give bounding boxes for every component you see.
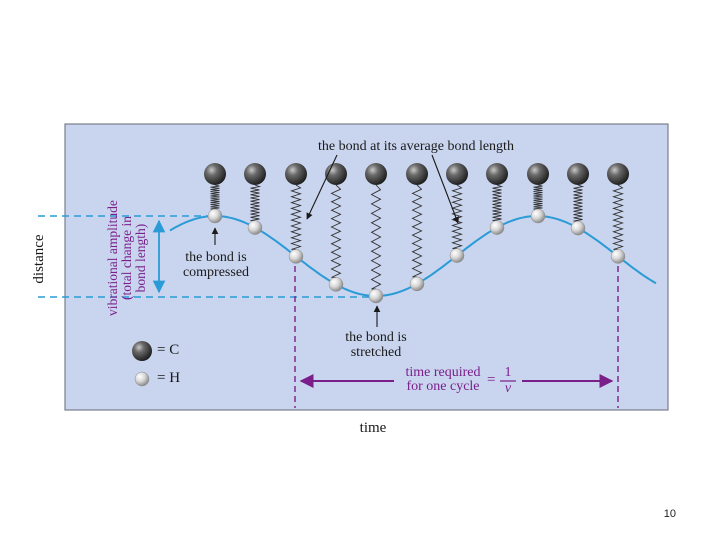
amplitude-label-line3: bond length) [133, 223, 148, 293]
x-axis-label: time [359, 420, 387, 436]
bond-spring [290, 184, 302, 250]
bond-spring [492, 184, 504, 222]
amplitude-label-line1: vibrational amplitude [105, 200, 120, 316]
hydrogen-atom [610, 249, 626, 264]
hydrogen-atom [449, 248, 465, 263]
hydrogen-atom [328, 277, 344, 292]
hydrogen-atom [247, 220, 263, 235]
bond-spring [411, 184, 423, 278]
cycle-label-line1: time required [405, 365, 481, 380]
bond-spring [612, 184, 624, 250]
hydrogen-atom [570, 220, 586, 236]
carbon-atom [486, 163, 508, 185]
hydrogen-atom [530, 208, 546, 224]
carbon-atom [607, 163, 629, 185]
cycle-equals: = [487, 372, 496, 388]
stretched-label: the bond is stretched [334, 330, 418, 360]
compressed-label-line1: the bond is [185, 250, 247, 265]
stretched-label-line2: stretched [350, 345, 402, 360]
cycle-numerator: 1 [504, 365, 512, 380]
bond-spring [330, 184, 342, 278]
legend-carbon-text: = C [157, 342, 180, 358]
carbon-atom [527, 163, 549, 185]
hydrogen-atom [489, 220, 505, 235]
bond-spring [573, 184, 585, 222]
y-axis-label: distance [31, 234, 47, 284]
page-number: 10 [663, 508, 676, 520]
legend-hydrogen-text: = H [157, 370, 181, 386]
cycle-label-line2: for one cycle [406, 379, 480, 394]
carbon-atom [204, 163, 226, 185]
hydrogen-atom [288, 249, 304, 264]
carbon-atom [446, 163, 468, 185]
legend-carbon-atom [132, 341, 152, 361]
carbon-atom [406, 163, 428, 185]
carbon-atom [244, 163, 266, 185]
average-pointer-right [431, 154, 459, 224]
cycle-denominator: ν [504, 381, 512, 396]
average-pointer-left [306, 154, 338, 220]
legend-hydrogen-atom [134, 371, 150, 387]
bond-spring [250, 184, 262, 222]
bond-spring [370, 184, 382, 290]
stretched-label-line1: the bond is [345, 330, 407, 345]
carbon-atom [285, 163, 307, 185]
hydrogen-atom [409, 276, 425, 292]
bond-spring [210, 184, 220, 210]
average-bond-label: the bond at its average bond length [318, 139, 514, 154]
molecules [204, 163, 629, 304]
amplitude-label-line2: (total change in [119, 216, 134, 300]
carbon-atom [567, 163, 589, 185]
hydrogen-atom [368, 288, 384, 304]
cycle-label: time required for one cycle [398, 366, 488, 394]
bond-spring [533, 184, 543, 210]
carbon-atom [365, 163, 387, 185]
compressed-label-line2: compressed [182, 265, 250, 280]
amplitude-label: vibrational amplitude (total change in b… [105, 188, 150, 328]
hydrogen-atom [207, 208, 223, 224]
compressed-label: the bond is compressed [176, 250, 256, 280]
